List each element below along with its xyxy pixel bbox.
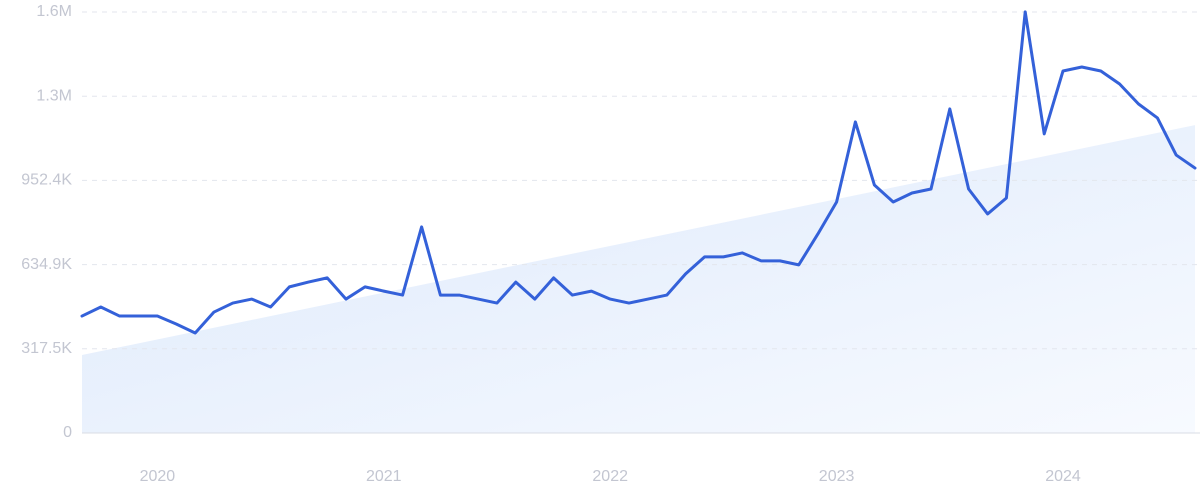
x-tick-label: 2021 xyxy=(366,468,402,485)
x-tick-label: 2023 xyxy=(819,468,855,485)
y-tick-label: 634.9K xyxy=(21,256,72,273)
x-tick-label: 2020 xyxy=(140,468,176,485)
y-tick-label: 317.5K xyxy=(21,340,72,357)
y-tick-label: 1.3M xyxy=(36,87,72,104)
y-tick-label: 0 xyxy=(63,424,72,441)
x-tick-label: 2024 xyxy=(1045,468,1081,485)
x-tick-label: 2022 xyxy=(592,468,628,485)
data-line xyxy=(80,10,1197,335)
trend-area xyxy=(82,125,1195,433)
y-tick-label: 952.4K xyxy=(21,172,72,189)
y-tick-label: 1.6M xyxy=(36,3,72,20)
